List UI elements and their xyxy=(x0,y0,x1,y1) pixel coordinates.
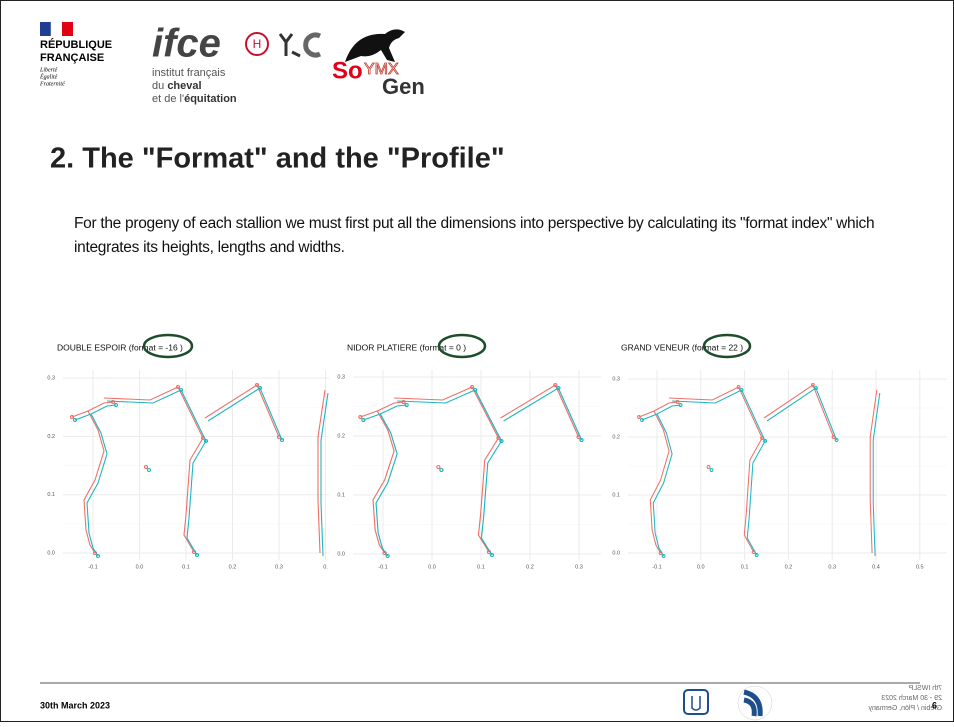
conference-line: 7th IWSLP xyxy=(908,685,942,692)
rf-motto: Égalité xyxy=(39,72,58,80)
y-tick-label: 0.2 xyxy=(47,434,55,440)
panels: 0.0 0.1 0.2 0.3 -0.1 0.0 0.1 0.2 0.3 0. DOUBLE ESP… xyxy=(45,335,949,577)
y-tick-label: 0.3 xyxy=(612,376,620,382)
x-tick-label: 0.1 xyxy=(182,564,190,570)
x-tick-label: 0.4 xyxy=(872,564,880,570)
plot-panel: 0.0 0.1 0.2 0.3 -0.1 0.0 0.1 0.2 0.3 0. DOUBLE ESP… xyxy=(45,335,331,577)
y-tick-label: 0.3 xyxy=(337,374,345,380)
x-tick-label: -0.1 xyxy=(88,564,97,570)
y-tick-label: 0.3 xyxy=(47,376,55,382)
plot-background xyxy=(335,335,603,577)
x-tick-label: 0.3 xyxy=(275,564,283,570)
y-tick-label: 0.1 xyxy=(612,492,620,498)
slide-title: 2. The "Format" and the "Profile" xyxy=(50,143,505,175)
svg-text:H: H xyxy=(253,37,262,51)
rf-motto: Fraternité xyxy=(39,81,65,87)
plot-panel: 0.0 0.1 0.2 0.3 -0.1 0.0 0.1 0.2 0.3 0.4 0.5 GRAND … xyxy=(609,335,949,577)
y-tick-label: 0.0 xyxy=(337,551,345,557)
rf-motto: Liberté xyxy=(39,67,58,73)
x-tick-label: -0.1 xyxy=(652,564,661,570)
x-tick-label: 0.2 xyxy=(785,564,793,570)
y-tick-label: 0.1 xyxy=(337,492,345,498)
x-tick-label: 0. xyxy=(323,564,328,570)
plot-panel: 0.0 0.1 0.2 0.3 -0.1 0.0 0.1 0.2 0.3 NIDOR PLATIE… xyxy=(335,335,630,577)
paragraph: For the progeny of each stallion we must… xyxy=(74,212,934,260)
x-tick-label: 0.3 xyxy=(575,564,583,570)
y-tick-label: 0.0 xyxy=(47,550,55,556)
rf-line: FRANÇAISE xyxy=(40,52,104,64)
panel-title: GRAND VENEUR (format = 22 ) xyxy=(621,342,743,352)
page-number: 6 xyxy=(932,700,937,710)
logo-gen: Gen xyxy=(382,74,425,99)
slide: RÉPUBLIQUE FRANÇAISE Liberté Égalité Fra… xyxy=(0,0,954,722)
x-tick-label: -0.1 xyxy=(378,564,387,570)
x-tick-label: 0.5 xyxy=(916,564,924,570)
logo-so: So xyxy=(332,57,363,84)
x-tick-label: 0.0 xyxy=(136,564,144,570)
panel-title: NIDOR PLATIERE (format = 0 ) xyxy=(347,342,466,352)
ifce-line: et de l'équitation xyxy=(152,93,237,105)
y-tick-label: 0.2 xyxy=(337,433,345,439)
plot-background xyxy=(609,335,949,577)
x-tick-label: 0.2 xyxy=(526,564,534,570)
x-tick-label: 0.0 xyxy=(697,564,705,570)
ifce-line: du cheval xyxy=(152,80,202,92)
x-tick-label: 0.2 xyxy=(229,564,237,570)
ifce-name: ifce xyxy=(152,22,221,66)
y-tick-label: 0.1 xyxy=(47,492,55,498)
rf-line: RÉPUBLIQUE xyxy=(40,38,112,51)
ifce-line: institut français xyxy=(152,67,226,79)
footer-date: 30th March 2023 xyxy=(40,700,110,710)
panel-title: DOUBLE ESPOIR (format = -16 ) xyxy=(57,342,183,352)
x-tick-label: 0.1 xyxy=(741,564,749,570)
x-tick-label: 0.3 xyxy=(828,564,836,570)
conference-line: Grebin / Plön, Germany xyxy=(868,705,942,712)
y-tick-label: 0.2 xyxy=(612,434,620,440)
x-tick-label: 0.1 xyxy=(477,564,485,570)
x-tick-label: 0.0 xyxy=(428,564,436,570)
paragraph-box: For the progeny of each stallion we must… xyxy=(74,212,934,272)
y-tick-label: 0.0 xyxy=(612,550,620,556)
